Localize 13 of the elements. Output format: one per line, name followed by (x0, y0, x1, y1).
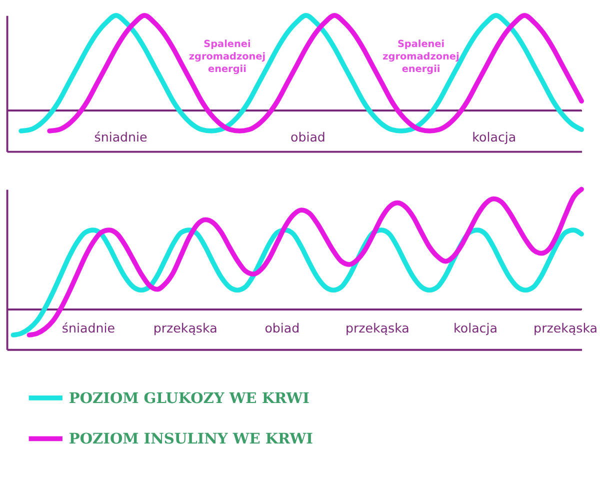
annotation: przekąska (345, 320, 410, 336)
annotation: przekąska (153, 320, 218, 336)
annotation: śniadnie (94, 130, 148, 145)
legend-label: POZIOM INSULINY WE KRWI (68, 430, 314, 448)
annotation: Spalenei zgromadzonej energii (382, 38, 460, 76)
annotation: przekąska (534, 320, 598, 336)
annotation: kolacja (472, 130, 516, 145)
annotation: obiad (290, 130, 326, 145)
annotation: śniadnie (62, 320, 116, 336)
annotation: Spalenei zgromadzonej energii (188, 38, 266, 76)
annotation: kolacja (454, 320, 498, 336)
annotation: obiad (264, 320, 300, 336)
legend-label: POZIOM GLUKOZY WE KRWI (68, 390, 310, 407)
